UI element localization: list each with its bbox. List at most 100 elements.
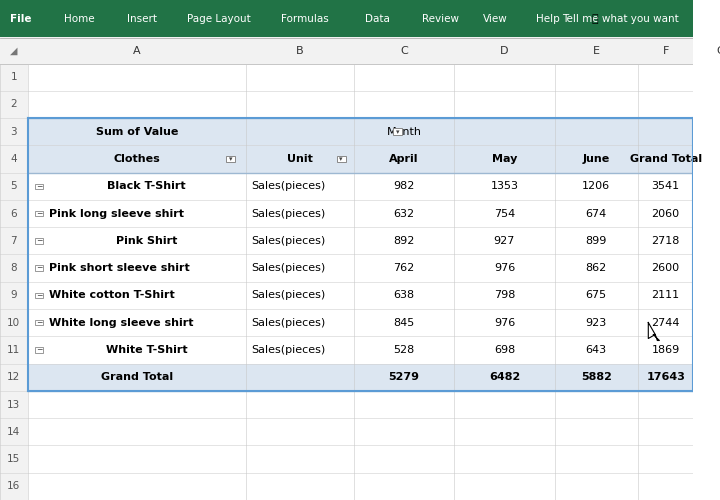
Text: A: A	[133, 46, 140, 56]
Text: Formulas: Formulas	[282, 14, 329, 24]
Text: 5: 5	[11, 182, 17, 192]
Text: 762: 762	[393, 263, 415, 273]
Bar	[28, 364, 693, 391]
Text: 3541: 3541	[652, 182, 680, 192]
Text: 10: 10	[7, 318, 20, 328]
Text: Help: Help	[536, 14, 559, 24]
Text: D: D	[500, 46, 508, 56]
Bar	[0, 38, 693, 64]
Text: Sales(pieces): Sales(pieces)	[252, 345, 326, 355]
Text: 2060: 2060	[652, 208, 680, 218]
Text: 2600: 2600	[652, 263, 680, 273]
Text: 2111: 2111	[652, 290, 680, 300]
Text: Grand Total: Grand Total	[629, 154, 702, 164]
Text: Sales(pieces): Sales(pieces)	[252, 318, 326, 328]
Text: Insert: Insert	[127, 14, 157, 24]
Text: June: June	[582, 154, 610, 164]
Text: 5882: 5882	[581, 372, 612, 382]
Text: Sum of Value: Sum of Value	[96, 126, 178, 136]
Text: 976: 976	[494, 318, 515, 328]
Text: 💡: 💡	[592, 14, 598, 24]
Text: −: −	[36, 209, 42, 218]
Bar	[0, 64, 28, 500]
Text: 6482: 6482	[489, 372, 520, 382]
Text: 17643: 17643	[646, 372, 685, 382]
Text: F: F	[662, 46, 669, 56]
Text: 3: 3	[11, 126, 17, 136]
Text: Sales(pieces): Sales(pieces)	[252, 208, 326, 218]
Text: Grand Total: Grand Total	[101, 372, 173, 382]
Text: Sales(pieces): Sales(pieces)	[252, 236, 326, 246]
Text: Month: Month	[387, 126, 421, 136]
Text: 1869: 1869	[652, 345, 680, 355]
Bar	[35, 347, 42, 352]
Text: White long sleeve shirt: White long sleeve shirt	[48, 318, 193, 328]
Bar	[28, 118, 693, 146]
Text: Tell me what you want: Tell me what you want	[562, 14, 679, 24]
Bar	[393, 128, 402, 135]
Text: White T-Shirt: White T-Shirt	[106, 345, 187, 355]
Text: −: −	[36, 346, 42, 354]
Text: 11: 11	[7, 345, 20, 355]
Text: 16: 16	[7, 482, 20, 492]
Bar	[35, 266, 42, 271]
Bar	[35, 238, 42, 244]
Text: 15: 15	[7, 454, 20, 464]
Bar	[28, 64, 693, 500]
Bar	[35, 320, 42, 326]
Text: ▾: ▾	[395, 128, 399, 134]
Text: 754: 754	[494, 208, 515, 218]
Text: Page Layout: Page Layout	[186, 14, 251, 24]
Text: 7: 7	[11, 236, 17, 246]
Text: −: −	[36, 236, 42, 246]
Text: April: April	[389, 154, 418, 164]
Text: 5279: 5279	[388, 372, 419, 382]
Text: Sales(pieces): Sales(pieces)	[252, 182, 326, 192]
Text: C: C	[400, 46, 408, 56]
Text: −: −	[36, 291, 42, 300]
Text: 892: 892	[393, 236, 415, 246]
Text: 4: 4	[11, 154, 17, 164]
Text: 643: 643	[586, 345, 607, 355]
Text: Data: Data	[366, 14, 390, 24]
Text: 1353: 1353	[490, 182, 518, 192]
Text: 674: 674	[585, 208, 607, 218]
Text: Home: Home	[64, 14, 95, 24]
Text: 899: 899	[585, 236, 607, 246]
Text: 13: 13	[7, 400, 20, 409]
Text: ▾: ▾	[339, 156, 343, 162]
Bar	[28, 146, 693, 172]
Text: 9: 9	[11, 290, 17, 300]
Text: ◢: ◢	[10, 46, 17, 56]
Text: 923: 923	[585, 318, 607, 328]
Text: View: View	[483, 14, 508, 24]
Bar	[337, 156, 346, 162]
Text: 632: 632	[393, 208, 415, 218]
Text: −: −	[36, 264, 42, 272]
Text: Pink long sleeve shirt: Pink long sleeve shirt	[48, 208, 184, 218]
Bar	[35, 184, 42, 189]
Text: 14: 14	[7, 427, 20, 437]
Text: −: −	[36, 182, 42, 191]
Text: 982: 982	[393, 182, 415, 192]
Text: Review: Review	[422, 14, 459, 24]
Bar	[35, 292, 42, 298]
Text: File: File	[10, 14, 32, 24]
Text: 862: 862	[585, 263, 607, 273]
Text: Pink short sleeve shirt: Pink short sleeve shirt	[48, 263, 189, 273]
Text: White cotton T-Shirt: White cotton T-Shirt	[48, 290, 174, 300]
Polygon shape	[648, 322, 660, 340]
Text: Sales(pieces): Sales(pieces)	[252, 263, 326, 273]
Text: 2718: 2718	[652, 236, 680, 246]
Text: 927: 927	[494, 236, 515, 246]
Text: 698: 698	[494, 345, 515, 355]
Bar	[35, 211, 42, 216]
Text: 528: 528	[393, 345, 415, 355]
Text: −: −	[36, 318, 42, 327]
Text: May: May	[492, 154, 517, 164]
Text: 976: 976	[494, 263, 515, 273]
Text: Pink Shirt: Pink Shirt	[116, 236, 177, 246]
Bar	[226, 156, 235, 162]
Text: ▾: ▾	[229, 156, 233, 162]
Text: 798: 798	[494, 290, 515, 300]
